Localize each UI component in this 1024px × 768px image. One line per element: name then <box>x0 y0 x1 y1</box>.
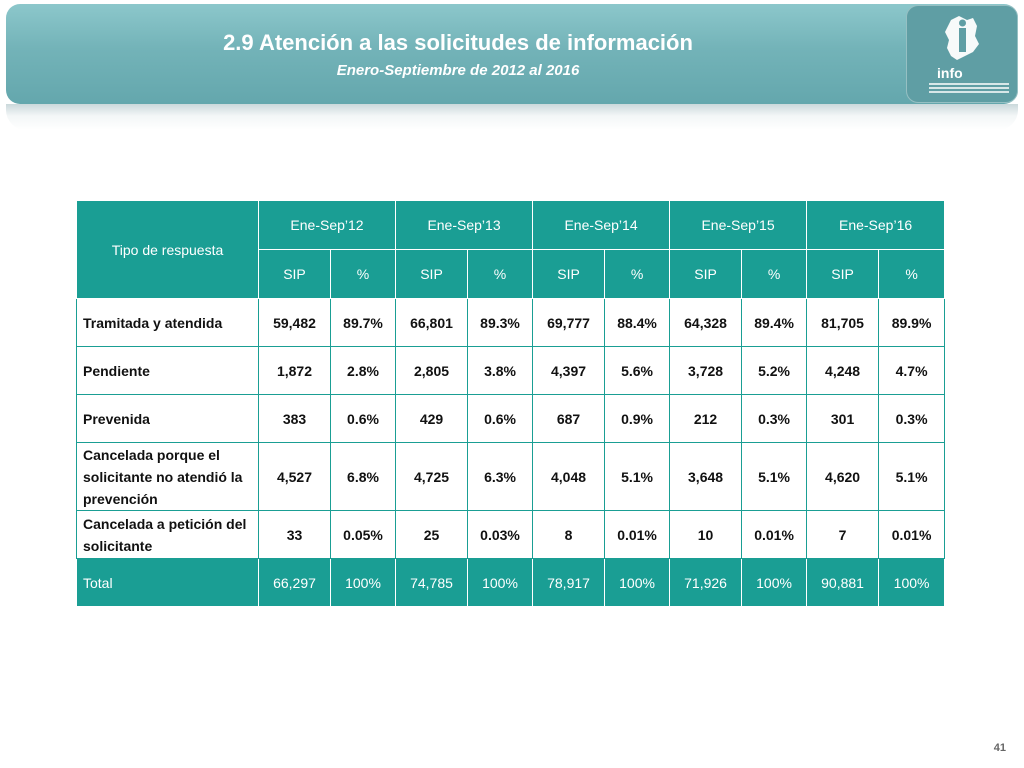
total-sip-cell: 74,785 <box>395 558 469 607</box>
sip-cell: 64,328 <box>669 298 743 347</box>
pct-cell: 0.01% <box>604 510 671 559</box>
sip-cell: 4,397 <box>532 346 606 395</box>
pct-cell: 4.7% <box>878 346 946 395</box>
header-shadow <box>6 104 1018 130</box>
sip-cell: 1,872 <box>258 346 331 395</box>
total-pct-cell: 100% <box>604 558 671 607</box>
pct-cell: 0.3% <box>878 394 946 443</box>
pct-cell: 0.3% <box>741 394 808 443</box>
pct-cell: 3.8% <box>467 346 534 395</box>
row-label: Pendiente <box>76 346 259 395</box>
sip-cell: 3,648 <box>669 442 743 511</box>
logo-text: info <box>937 65 963 81</box>
period-header: Ene-Sep’12 <box>257 200 397 250</box>
sip-cell: 4,048 <box>532 442 606 511</box>
period-header: Ene-Sep’16 <box>806 200 946 250</box>
pct-cell: 89.9% <box>878 298 946 347</box>
pct-cell: 5.6% <box>604 346 671 395</box>
sip-cell: 4,725 <box>395 442 469 511</box>
period-header: Ene-Sep’13 <box>395 200 534 250</box>
sip-cell: 81,705 <box>806 298 880 347</box>
sip-cell: 69,777 <box>532 298 606 347</box>
pct-cell: 0.6% <box>467 394 534 443</box>
total-label: Total <box>76 558 259 607</box>
pct-header: % <box>604 249 671 299</box>
sip-cell: 383 <box>258 394 331 443</box>
sip-cell: 10 <box>669 510 743 559</box>
pct-cell: 89.7% <box>329 298 397 347</box>
pct-header: % <box>329 249 397 299</box>
sip-cell: 2,805 <box>395 346 469 395</box>
sip-cell: 25 <box>395 510 469 559</box>
table-row: Pendiente 1,872 2.8% 2,805 3.8% 4,397 5.6% 3,72… <box>76 346 946 395</box>
pct-cell: 5.2% <box>741 346 808 395</box>
city-map-icon <box>945 16 979 60</box>
pct-cell: 0.01% <box>741 510 808 559</box>
table-row: Prevenida 383 0.6% 429 0.6% 687 0.9% 212 0.3% 301… <box>76 394 946 443</box>
pct-cell: 0.6% <box>329 394 397 443</box>
row-label: Cancelada a petición del solicitante <box>76 510 259 559</box>
corner-header: Tipo de respuesta <box>76 200 259 299</box>
requests-table: Tipo de respuesta Ene-Sep’12 Ene-Sep’13 … <box>76 200 946 607</box>
period-header: Ene-Sep’15 <box>669 200 808 250</box>
pct-cell: 89.4% <box>741 298 808 347</box>
sip-cell: 4,527 <box>258 442 331 511</box>
sip-cell: 4,620 <box>806 442 880 511</box>
header-banner <box>6 4 1018 104</box>
logo-fine-print <box>929 83 1009 99</box>
sip-cell: 3,728 <box>669 346 743 395</box>
pct-header: % <box>878 249 946 299</box>
table-row: Cancelada a petición del solicitante 33 0.… <box>76 510 946 559</box>
total-pct-cell: 100% <box>878 558 946 607</box>
sip-cell: 59,482 <box>258 298 331 347</box>
row-label: Prevenida <box>76 394 259 443</box>
total-sip-cell: 90,881 <box>806 558 880 607</box>
total-row: Total 66,297 100% 74,785 100% 78,917 100% 71,92… <box>76 558 946 607</box>
table-row: Cancelada porque el solicitante no atend… <box>76 442 946 511</box>
total-pct-cell: 100% <box>467 558 534 607</box>
sip-header: SIP <box>258 249 331 299</box>
pct-cell: 0.01% <box>878 510 946 559</box>
sip-cell: 33 <box>258 510 331 559</box>
pct-cell: 88.4% <box>604 298 671 347</box>
sip-cell: 4,248 <box>806 346 880 395</box>
sip-cell: 7 <box>806 510 880 559</box>
period-header: Ene-Sep’14 <box>532 200 671 250</box>
pct-cell: 0.9% <box>604 394 671 443</box>
page-title: 2.9 Atención a las solicitudes de inform… <box>223 30 693 55</box>
sip-cell: 212 <box>669 394 743 443</box>
sip-cell: 301 <box>806 394 880 443</box>
pct-cell: 5.1% <box>878 442 946 511</box>
pct-cell: 6.8% <box>329 442 397 511</box>
total-pct-cell: 100% <box>329 558 397 607</box>
total-sip-cell: 78,917 <box>532 558 606 607</box>
pct-cell: 2.8% <box>329 346 397 395</box>
pct-header: % <box>741 249 808 299</box>
info-logo: info <box>906 5 1018 103</box>
sip-header: SIP <box>669 249 743 299</box>
table-row: Tramitada y atendida 59,482 89.7% 66,801 89.… <box>76 298 946 347</box>
total-sip-cell: 66,297 <box>258 558 331 607</box>
page-subtitle: Enero-Septiembre de 2012 al 2016 <box>336 62 580 79</box>
total-sip-cell: 71,926 <box>669 558 743 607</box>
sip-header: SIP <box>532 249 606 299</box>
sip-cell: 66,801 <box>395 298 469 347</box>
sip-cell: 8 <box>532 510 606 559</box>
sip-header: SIP <box>395 249 469 299</box>
pct-cell: 5.1% <box>604 442 671 511</box>
total-pct-cell: 100% <box>741 558 808 607</box>
pct-cell: 89.3% <box>467 298 534 347</box>
pct-header: % <box>467 249 534 299</box>
pct-cell: 6.3% <box>467 442 534 511</box>
pct-cell: 5.1% <box>741 442 808 511</box>
sip-cell: 429 <box>395 394 469 443</box>
row-label: Tramitada y atendida <box>76 298 259 347</box>
sip-header: SIP <box>806 249 880 299</box>
sip-cell: 687 <box>532 394 606 443</box>
pct-cell: 0.03% <box>467 510 534 559</box>
page-number: 41 <box>993 742 1006 754</box>
pct-cell: 0.05% <box>329 510 397 559</box>
row-label: Cancelada porque el solicitante no atend… <box>76 442 259 511</box>
